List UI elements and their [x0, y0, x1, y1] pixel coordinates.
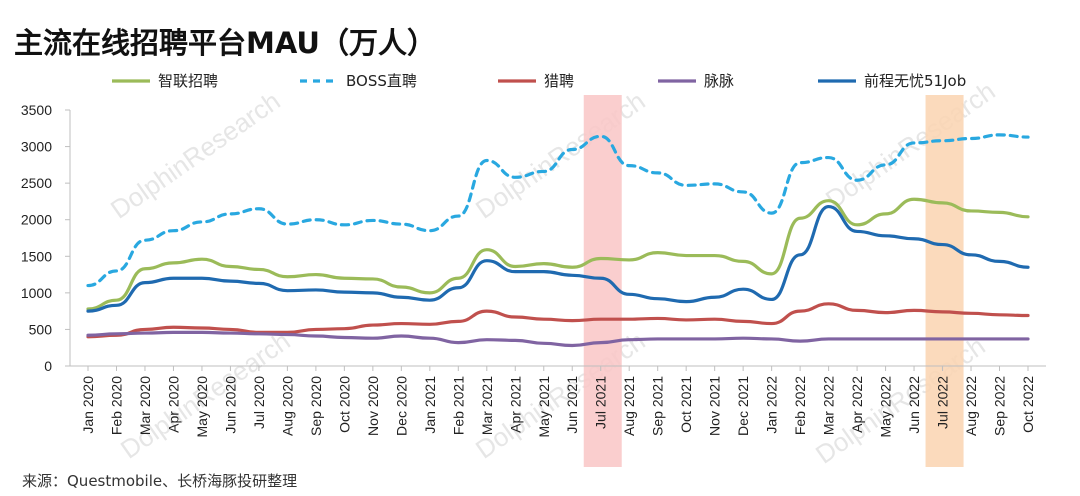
legend-label-3: 猎聘 [544, 72, 574, 90]
highlight-band-2 [925, 95, 964, 467]
series-line-4 [86, 330, 1030, 348]
x-tick-label: May 2020 [194, 376, 210, 438]
x-tick-label: Oct 2020 [336, 376, 352, 433]
legend-label-4: 脉脉 [704, 72, 734, 90]
series-line-1 [86, 197, 1030, 311]
x-tick-label: Feb 2022 [792, 376, 808, 435]
x-tick-label: Aug 2021 [621, 376, 637, 436]
y-tick-label: 1000 [21, 285, 52, 301]
legend-label-1: 智联招聘 [158, 72, 218, 90]
y-tick-label: 0 [44, 358, 52, 374]
highlight-band-1 [583, 95, 622, 467]
x-tick-label: Sep 2022 [992, 376, 1008, 436]
x-tick-label: Jan 2020 [80, 376, 96, 434]
x-tick-label: Jul 2022 [935, 376, 951, 429]
x-tick-label: Jun 2020 [222, 376, 238, 434]
x-tick-label: Sep 2021 [650, 376, 666, 436]
x-tick-label: Mar 2021 [479, 376, 495, 435]
x-tick-label: Mar 2020 [137, 376, 153, 435]
x-tick-label: Aug 2022 [963, 376, 979, 436]
x-tick-label: Sep 2020 [308, 376, 324, 436]
series-line-2 [86, 133, 1030, 288]
y-tick-label: 3500 [21, 102, 52, 118]
x-tick-label: Dec 2020 [393, 376, 409, 436]
y-tick-label: 1500 [21, 248, 52, 264]
y-tick-label: 2500 [21, 175, 52, 191]
x-tick-label: Feb 2021 [450, 376, 466, 435]
x-tick-label: Apr 2020 [165, 376, 181, 433]
x-tick-label: Jun 2021 [564, 376, 580, 434]
x-tick-label: Oct 2021 [678, 376, 694, 433]
x-tick-label: Jul 2021 [593, 376, 609, 429]
y-tick-label: 2000 [21, 212, 52, 228]
x-tick-label: Nov 2020 [365, 376, 381, 436]
x-tick-label: Dec 2021 [735, 376, 751, 436]
x-tick-label: Apr 2021 [507, 376, 523, 433]
series-line-3 [86, 302, 1030, 339]
x-tick-label: Oct 2022 [1020, 376, 1036, 433]
x-tick-label: Jan 2022 [764, 376, 780, 434]
legend-label-5: 前程无忧51Job [864, 72, 966, 90]
chart-title: 主流在线招聘平台MAU（万人） [14, 26, 436, 60]
x-tick-label: Feb 2020 [108, 376, 124, 435]
x-tick-label: Mar 2022 [821, 376, 837, 435]
x-tick-label: Apr 2022 [849, 376, 865, 433]
x-tick-label: Jun 2022 [906, 376, 922, 434]
y-tick-label: 500 [29, 321, 53, 337]
source-note: 来源：Questmobile、长桥海豚投研整理 [22, 472, 298, 490]
x-tick-label: Jan 2021 [422, 376, 438, 434]
series-line-5 [86, 204, 1030, 313]
x-tick-label: May 2022 [878, 376, 894, 438]
x-tick-label: Jul 2020 [251, 376, 267, 429]
y-tick-label: 3000 [21, 139, 52, 155]
x-tick-label: May 2021 [536, 376, 552, 438]
x-tick-label: Nov 2021 [707, 376, 723, 436]
x-tick-label: Aug 2020 [279, 376, 295, 436]
legend-label-2: BOSS直聘 [346, 72, 417, 90]
